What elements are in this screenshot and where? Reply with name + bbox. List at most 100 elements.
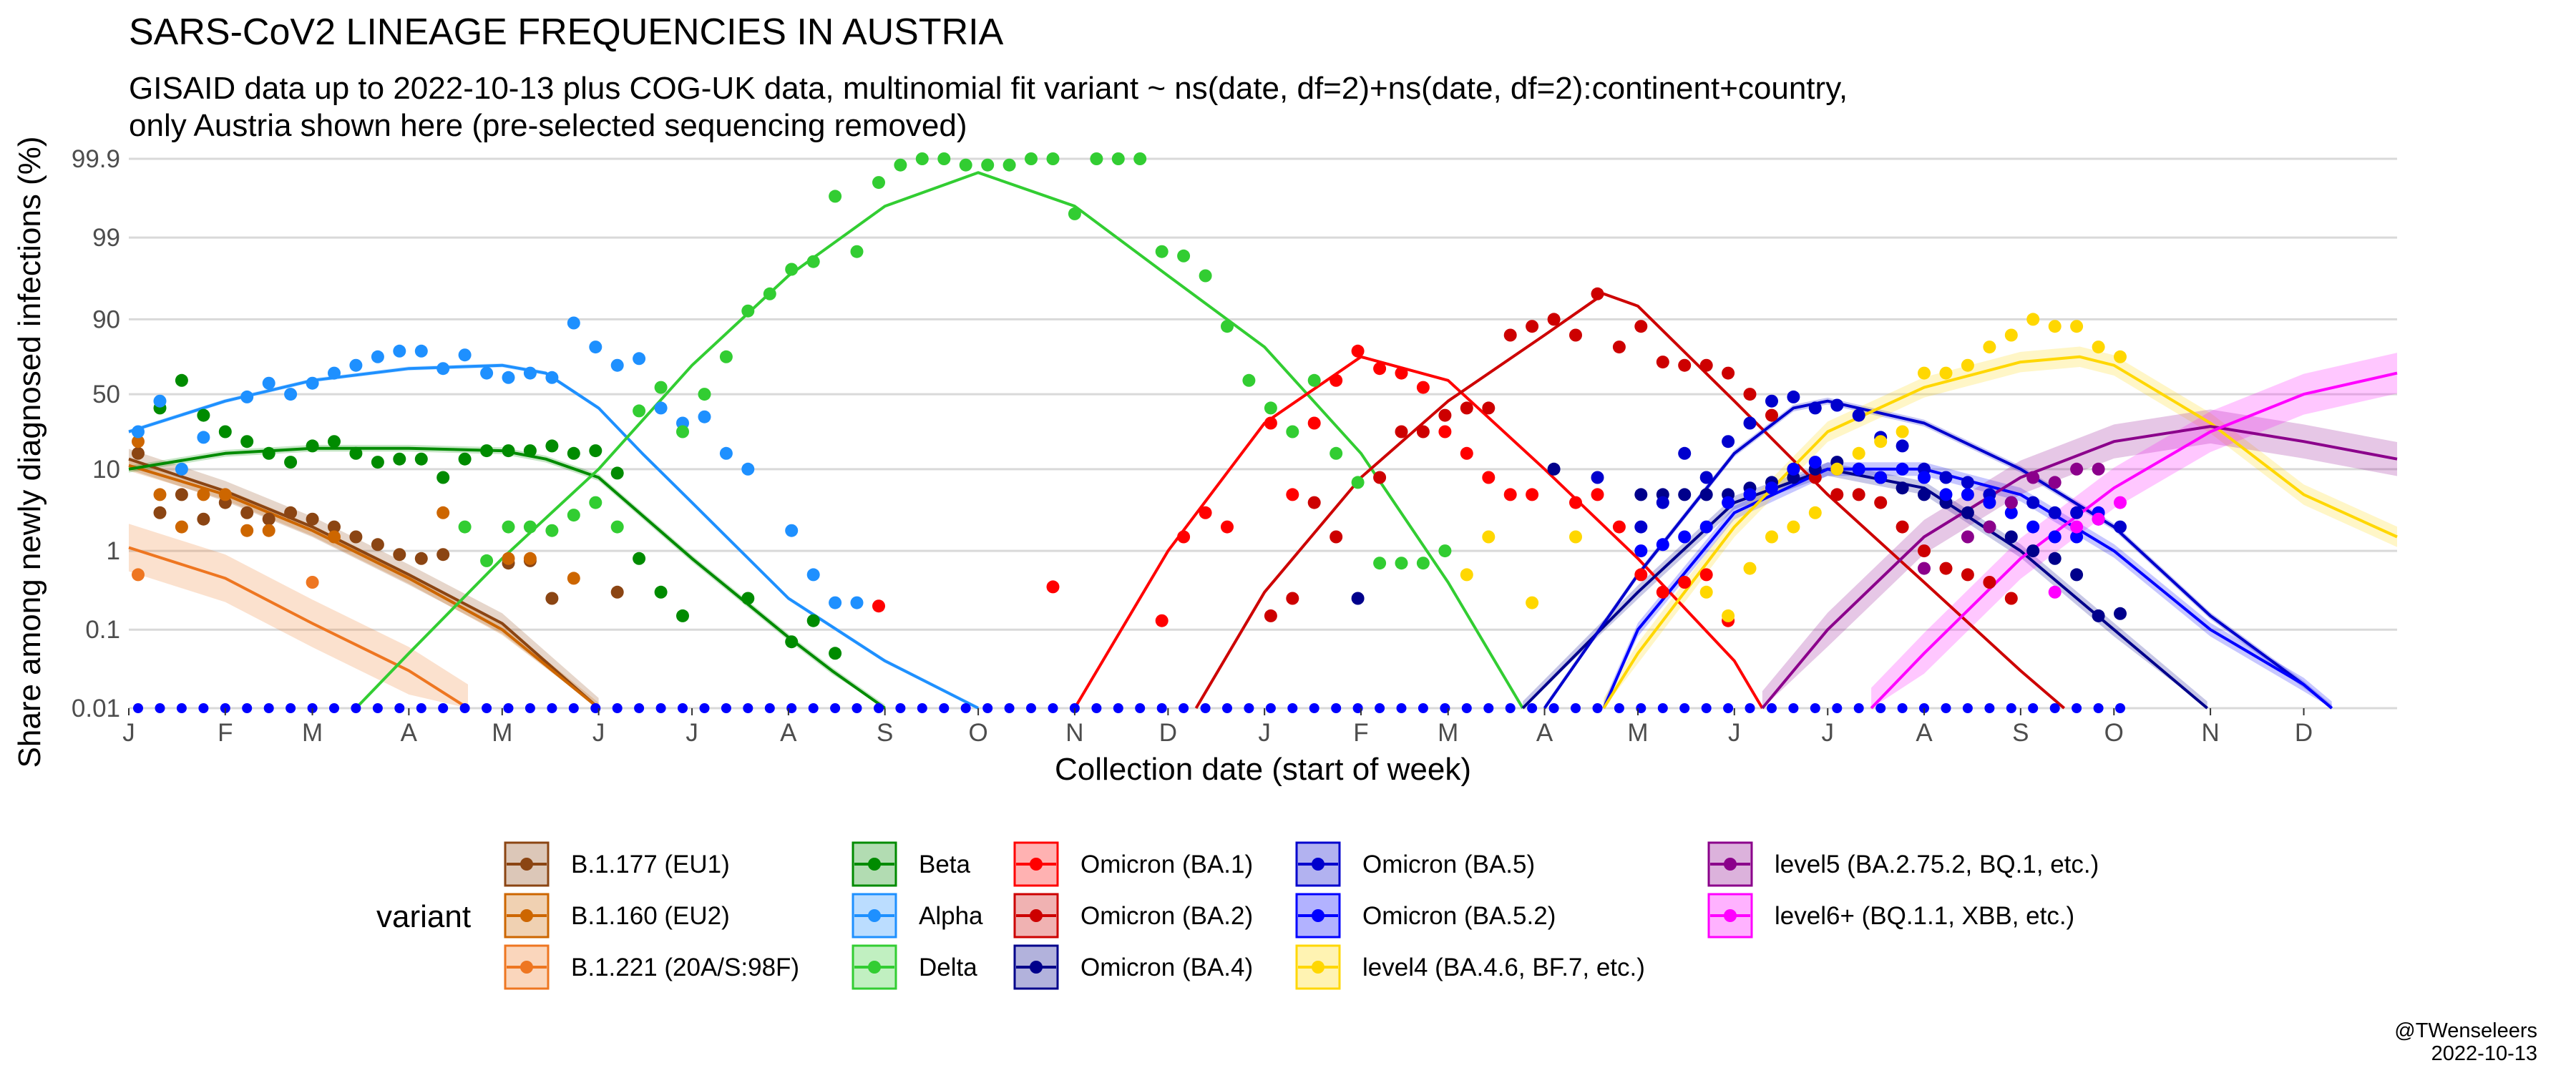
data-point (523, 552, 537, 565)
x-tick-label: M (302, 719, 323, 747)
data-point (1482, 530, 1496, 544)
data-point (1939, 471, 1953, 484)
data-point (1678, 488, 1692, 501)
baseline-point (1897, 703, 1908, 713)
data-point (1656, 496, 1669, 509)
data-point (1787, 462, 1800, 476)
data-point (1634, 520, 1648, 534)
data-point (1699, 585, 1713, 599)
data-point (1547, 313, 1561, 326)
legend-label: level4 (BA.4.6, BF.7, etc.) (1362, 954, 1645, 981)
data-point (1199, 506, 1212, 519)
y-axis-ticks: 0.01 0.1 1 10 50 90 99 99.9 (72, 145, 120, 722)
fit-line (1194, 292, 2066, 710)
data-point (610, 520, 624, 534)
data-point (633, 352, 646, 366)
baseline-point (329, 703, 339, 713)
y-axis-title: Share among newly diagnosed infections (… (12, 137, 47, 768)
data-point (2004, 328, 2018, 342)
data-point (240, 506, 254, 519)
baseline-point (459, 703, 470, 713)
data-point (567, 509, 580, 522)
data-point (1111, 152, 1125, 165)
data-point (240, 524, 254, 537)
baseline-point (286, 703, 296, 713)
data-point (1242, 373, 1256, 387)
data-point (393, 548, 406, 562)
data-point (1199, 269, 1212, 283)
data-point (589, 496, 602, 509)
data-point (610, 358, 624, 372)
data-point (1678, 530, 1692, 544)
y-tick-label: 1 (107, 537, 120, 565)
data-point (523, 444, 537, 458)
data-point (393, 344, 406, 358)
data-point (502, 371, 515, 384)
data-point (654, 585, 668, 599)
baseline-point (1832, 703, 1843, 713)
y-tick-label: 10 (92, 456, 120, 484)
data-point (1395, 425, 1408, 438)
data-point (262, 524, 275, 537)
data-point (1351, 476, 1365, 489)
data-point (1918, 366, 1931, 380)
data-point (153, 506, 167, 519)
data-point (1482, 471, 1496, 484)
data-point (1612, 520, 1626, 534)
x-tick-label: A (1916, 719, 1933, 747)
data-point (1526, 488, 1539, 501)
data-point (480, 444, 494, 458)
legend-label: B.1.160 (EU2) (571, 902, 730, 930)
legend-key-point (1030, 909, 1043, 922)
baseline-point (1244, 703, 1254, 713)
data-point (1177, 530, 1191, 544)
baseline-point (699, 703, 710, 713)
data-point (1961, 488, 1974, 501)
data-point (1743, 488, 1757, 501)
data-point (1678, 358, 1692, 372)
baseline-point (1767, 703, 1777, 713)
fit-line (1761, 425, 2398, 710)
confidence-band (1074, 355, 1762, 708)
data-point (1874, 471, 1888, 484)
legend-key-point (1724, 858, 1737, 871)
data-point (1939, 488, 1953, 501)
data-point (1330, 530, 1343, 544)
data-point (1438, 408, 1452, 422)
x-tick-label: A (780, 719, 797, 747)
data-point (175, 520, 188, 534)
baseline-point (198, 703, 209, 713)
baseline-point (547, 703, 557, 713)
data-point (1351, 592, 1365, 605)
data-point (1830, 462, 1844, 476)
data-point (2026, 313, 2040, 326)
legend-label: Omicron (BA.5) (1362, 851, 1535, 878)
baseline-point (525, 703, 535, 713)
data-point (1896, 439, 1909, 453)
data-point (1090, 152, 1103, 165)
data-point (480, 366, 494, 380)
legend-label: Omicron (BA.4) (1080, 954, 1253, 981)
data-point (1547, 462, 1561, 476)
data-point (654, 381, 668, 394)
data-point (1765, 394, 1778, 408)
data-point (132, 568, 145, 582)
data-point (1591, 488, 1604, 501)
baseline-point (242, 703, 253, 713)
data-point (1634, 320, 1648, 333)
x-tick-label: D (2295, 719, 2313, 747)
x-tick-label: M (1438, 719, 1458, 747)
data-point (567, 446, 580, 460)
data-point (741, 462, 755, 476)
data-point (1961, 506, 1974, 519)
data-point (284, 388, 298, 401)
baseline-point (133, 703, 143, 713)
data-point (1722, 609, 1735, 622)
data-point (197, 408, 210, 422)
data-point (328, 366, 341, 380)
baseline-point (678, 703, 688, 713)
legend: variant B.1.177 (EU1) B.1.160 (EU2) B.1.22… (376, 841, 2099, 990)
baseline-point (1309, 703, 1319, 713)
baseline-point (1657, 703, 1668, 713)
legend-label: Beta (919, 851, 971, 878)
